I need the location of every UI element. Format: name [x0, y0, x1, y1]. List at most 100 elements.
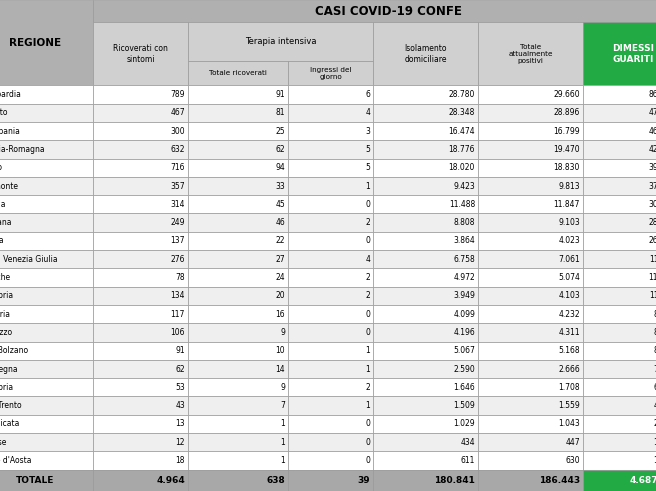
Bar: [373, 433, 478, 451]
Text: Campania: Campania: [0, 127, 21, 136]
Bar: [0, 433, 93, 451]
Bar: [288, 232, 373, 250]
Text: 2.590: 2.590: [453, 364, 475, 374]
Text: 1.043: 1.043: [558, 419, 580, 429]
Bar: [478, 470, 583, 491]
Bar: [93, 287, 188, 305]
Text: 2: 2: [365, 291, 370, 300]
Bar: [478, 415, 583, 433]
Bar: [0, 140, 93, 159]
Text: 1.646: 1.646: [453, 383, 475, 392]
Text: CASI COVID-19 CONFE: CASI COVID-19 CONFE: [315, 5, 461, 18]
Text: 5: 5: [365, 145, 370, 154]
Text: 117: 117: [171, 310, 185, 319]
Bar: [373, 232, 478, 250]
Text: 630: 630: [565, 456, 580, 465]
Bar: [583, 396, 656, 415]
Text: Puglia: Puglia: [0, 200, 5, 209]
Bar: [93, 140, 188, 159]
Bar: [288, 177, 373, 195]
Bar: [188, 195, 288, 214]
Bar: [93, 305, 188, 323]
Text: 8.808: 8.808: [453, 218, 475, 227]
Bar: [373, 360, 478, 378]
Bar: [583, 415, 656, 433]
Text: Terapia intensiva: Terapia intensiva: [245, 37, 316, 46]
Text: 74.317: 74.317: [653, 364, 656, 374]
Text: 10: 10: [276, 346, 285, 355]
Text: 0: 0: [365, 310, 370, 319]
Bar: [93, 323, 188, 342]
Bar: [288, 250, 373, 269]
Text: Lazio: Lazio: [0, 163, 2, 172]
Text: 0: 0: [365, 419, 370, 429]
Bar: [93, 433, 188, 451]
Text: 447: 447: [565, 437, 580, 447]
Bar: [478, 140, 583, 159]
Bar: [0, 85, 93, 104]
Bar: [373, 250, 478, 269]
Bar: [188, 269, 288, 287]
Text: 1: 1: [365, 182, 370, 191]
Text: 24: 24: [276, 273, 285, 282]
Text: 28.348: 28.348: [449, 109, 475, 117]
Text: 9: 9: [280, 383, 285, 392]
Bar: [188, 378, 288, 396]
Bar: [0, 451, 93, 470]
Bar: [478, 287, 583, 305]
Text: 1: 1: [280, 419, 285, 429]
Bar: [288, 470, 373, 491]
Text: 304.080: 304.080: [649, 200, 656, 209]
Bar: [0, 360, 93, 378]
Bar: [478, 104, 583, 122]
Bar: [0, 378, 93, 396]
Text: 2: 2: [365, 218, 370, 227]
Text: 180.841: 180.841: [434, 476, 475, 485]
Bar: [583, 451, 656, 470]
Text: 4: 4: [365, 255, 370, 264]
Text: 3.949: 3.949: [453, 291, 475, 300]
Text: 91: 91: [276, 90, 285, 99]
Text: 18: 18: [176, 456, 185, 465]
Bar: [478, 269, 583, 287]
Text: Piemonte: Piemonte: [0, 182, 18, 191]
Bar: [373, 177, 478, 195]
Bar: [288, 61, 373, 85]
Text: 467: 467: [171, 109, 185, 117]
Bar: [188, 159, 288, 177]
Text: 789: 789: [171, 90, 185, 99]
Bar: [583, 232, 656, 250]
Text: 80.825: 80.825: [653, 346, 656, 355]
Bar: [373, 104, 478, 122]
Bar: [93, 269, 188, 287]
Text: 16: 16: [276, 310, 285, 319]
Text: 420.386: 420.386: [649, 145, 656, 154]
Bar: [288, 104, 373, 122]
Text: 91: 91: [175, 346, 185, 355]
Text: 80.566: 80.566: [653, 328, 656, 337]
Bar: [288, 159, 373, 177]
Bar: [478, 85, 583, 104]
Text: Ricoverati con
sintomi: Ricoverati con sintomi: [113, 44, 168, 63]
Text: 22: 22: [276, 237, 285, 246]
Text: 20: 20: [276, 291, 285, 300]
Bar: [93, 104, 188, 122]
Bar: [478, 396, 583, 415]
Bar: [93, 250, 188, 269]
Bar: [188, 140, 288, 159]
Text: 18.020: 18.020: [449, 163, 475, 172]
Text: TOTALE: TOTALE: [16, 476, 54, 485]
Bar: [583, 214, 656, 232]
Bar: [583, 140, 656, 159]
Text: 1.029: 1.029: [453, 419, 475, 429]
Bar: [93, 232, 188, 250]
Bar: [0, 396, 93, 415]
Bar: [583, 159, 656, 177]
Bar: [373, 140, 478, 159]
Text: 3: 3: [365, 127, 370, 136]
Bar: [478, 23, 583, 85]
Bar: [583, 195, 656, 214]
Bar: [583, 269, 656, 287]
Text: 134: 134: [171, 291, 185, 300]
Bar: [93, 214, 188, 232]
